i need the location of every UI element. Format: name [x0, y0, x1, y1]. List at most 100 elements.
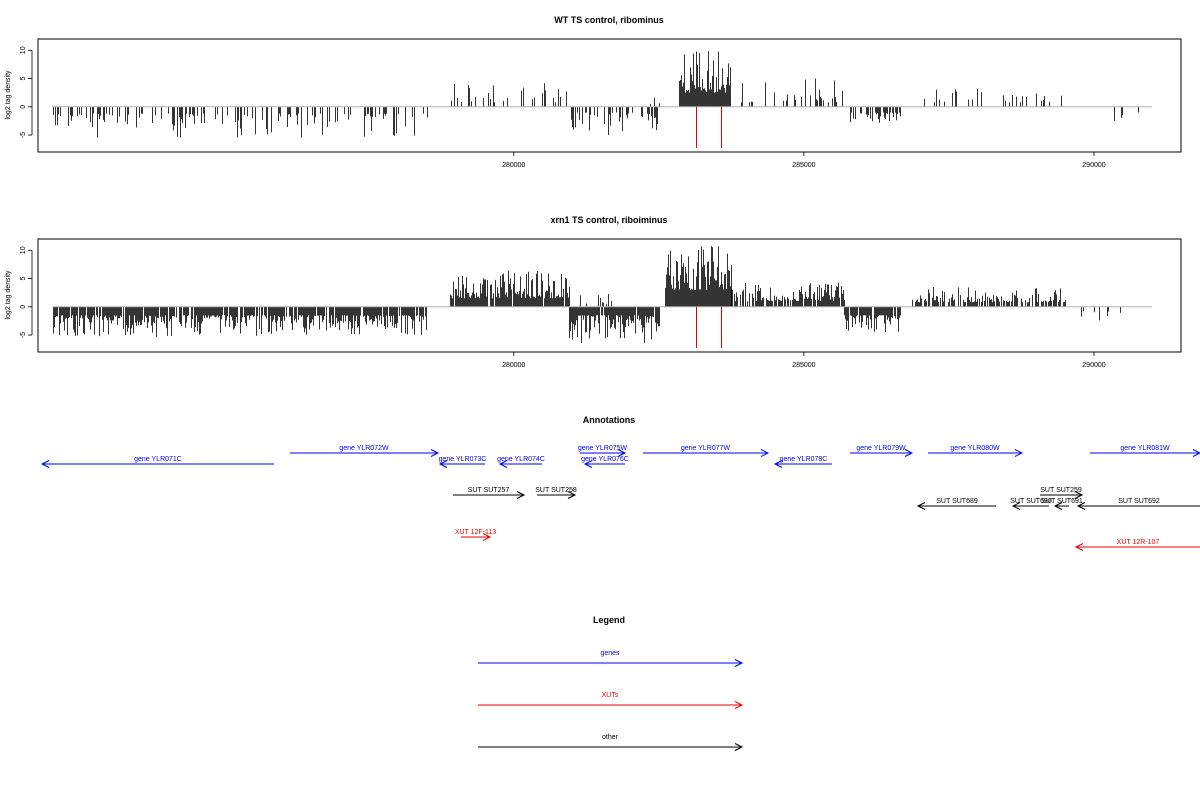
legend-gene-label: genes — [600, 650, 620, 657]
wt-plot-frame — [37, 38, 1182, 153]
other-feature-label: SUT SUT689 — [936, 498, 978, 505]
gene-feature-label: gene YLR080W — [950, 445, 1000, 452]
xut-feature-head — [1074, 543, 1084, 551]
other-feature-label: SUT SUT259 — [1040, 487, 1082, 494]
legend-entries: genes XUTs other — [478, 650, 744, 751]
gene-feature: gene YLR076C — [581, 456, 629, 468]
gene-feature-label: gene YLR076C — [581, 456, 629, 463]
gene-feature-head — [904, 449, 914, 457]
wt-x-tick-label: 285000 — [792, 162, 815, 169]
wt-signal-segment — [53, 106, 428, 138]
xrn1-signal-segment — [1081, 306, 1121, 321]
legend-title: Legend — [593, 615, 625, 625]
xrn1-track-ylabel: log2 tag density — [5, 270, 12, 320]
gene-feature: gene YLR072W — [290, 445, 440, 457]
other-feature-head — [1074, 491, 1084, 499]
xrn1-marker-lines — [696, 306, 722, 348]
gene-feature-label: gene YLR073C — [439, 456, 487, 463]
wt-signal-segment — [1114, 106, 1139, 121]
wt-signal-segment — [451, 83, 567, 107]
legend-xut-arrow: XUTs — [478, 692, 744, 709]
xrn1-signal-segment — [665, 246, 732, 307]
other-feature: SUT SUT690 — [1010, 498, 1052, 510]
other-feature-label: SUT SUT692 — [1118, 498, 1160, 505]
wt-track-title: WT TS control, ribominus — [554, 15, 664, 25]
xrn1-signal-segment — [580, 293, 612, 307]
legend-other-arrow-head — [734, 743, 744, 751]
gene-feature: gene YLR074C — [497, 456, 545, 468]
wt-track-panel: WT TS control, ribominus log2 tag densit… — [5, 15, 1182, 169]
xrn1-x-tick-label: 285000 — [792, 362, 815, 369]
xut-feature: XUT 12F-113 — [455, 529, 496, 541]
xrn1-y-axis: -5 0 5 10 — [20, 246, 33, 338]
gene-feature-head — [498, 460, 508, 468]
gene-feature-label: gene YLR074C — [497, 456, 545, 463]
wt-x-tick-label: 290000 — [1082, 162, 1105, 169]
legend-gene-arrow: genes — [478, 650, 744, 667]
legend-panel: Legend genes XUTs other — [478, 615, 744, 751]
gene-feature-head — [438, 460, 448, 468]
annotation-features: gene YLR071C gene YLR072W gene YLR073C gene… — [40, 445, 1200, 551]
xrn1-x-tick-label: 290000 — [1082, 362, 1105, 369]
gene-feature-head — [1192, 449, 1200, 457]
gene-feature-head — [760, 449, 770, 457]
gene-feature-label: gene YLR077W — [681, 445, 731, 452]
xrn1-x-tick-label: 280000 — [502, 362, 525, 369]
gene-feature-head — [773, 460, 783, 468]
wt-signal-segment — [650, 97, 660, 107]
xrn1-track-title: xrn1 TS control, riboiminus — [550, 215, 667, 225]
legend-other-label: other — [602, 734, 619, 741]
gene-feature: gene YLR081W — [1090, 445, 1200, 457]
gene-feature: gene YLR078C — [773, 456, 832, 468]
xrn1-y-tick-label: 0 — [20, 305, 27, 309]
other-feature-head — [916, 502, 926, 510]
gene-feature-head — [617, 449, 627, 457]
xrn1-signal-segment — [569, 306, 660, 344]
wt-y-tick-label: 0 — [20, 105, 27, 109]
other-feature-label: SUT SUT690 — [1010, 498, 1052, 505]
xrn1-y-tick-label: 10 — [20, 246, 27, 254]
other-feature: SUT SUT259 — [1040, 487, 1084, 499]
xut-feature-head — [482, 533, 492, 541]
other-feature-label: SUT SUT691 — [1041, 498, 1083, 505]
gene-feature-label: gene YLR079W — [856, 445, 906, 452]
other-feature-head — [567, 491, 577, 499]
other-feature-label: SUT SUT257 — [468, 487, 510, 494]
gene-feature-label: gene YLR071C — [134, 456, 182, 463]
gene-feature: gene YLR077W — [643, 445, 770, 457]
legend-gene-arrow-head — [734, 659, 744, 667]
xrn1-signal-bars — [53, 246, 1121, 344]
gene-feature-head — [583, 460, 593, 468]
gene-feature: gene YLR073C — [438, 456, 487, 468]
wt-signal-segment — [850, 106, 901, 123]
wt-signal-bars — [53, 51, 1139, 138]
other-feature: SUT SUT258 — [535, 487, 577, 499]
other-feature: SUT SUT689 — [916, 498, 996, 510]
other-feature-head — [1053, 502, 1063, 510]
other-feature: SUT SUT691 — [1041, 498, 1083, 510]
wt-signal-segment — [571, 106, 658, 136]
annotations-title: Annotations — [583, 415, 636, 425]
xrn1-signal-segment — [731, 282, 845, 307]
wt-signal-segment — [924, 88, 1062, 107]
other-feature: SUT SUT692 — [1076, 498, 1200, 510]
other-feature-head — [1011, 502, 1021, 510]
gene-feature-label: gene YLR075W — [578, 445, 628, 452]
gene-feature: gene YLR079W — [850, 445, 914, 457]
wt-y-axis: -5 0 5 10 — [20, 46, 33, 138]
gene-feature: gene YLR071C — [40, 456, 274, 468]
xrn1-y-tick-label: 5 — [20, 277, 27, 281]
xrn1-track-panel: xrn1 TS control, riboiminus log2 tag den… — [5, 215, 1182, 369]
xrn1-plot-frame — [37, 238, 1182, 353]
xut-feature-label: XUT 12F-113 — [455, 529, 496, 536]
wt-marker-lines — [696, 106, 722, 148]
gene-feature: gene YLR080W — [928, 445, 1024, 457]
wt-x-tick-label: 280000 — [502, 162, 525, 169]
wt-signal-segment — [741, 78, 843, 107]
legend-xut-arrow-head — [734, 701, 744, 709]
gene-feature: gene YLR075W — [578, 445, 628, 457]
wt-y-tick-label: 5 — [20, 77, 27, 81]
xrn1-y-tick-label: -5 — [20, 332, 27, 338]
